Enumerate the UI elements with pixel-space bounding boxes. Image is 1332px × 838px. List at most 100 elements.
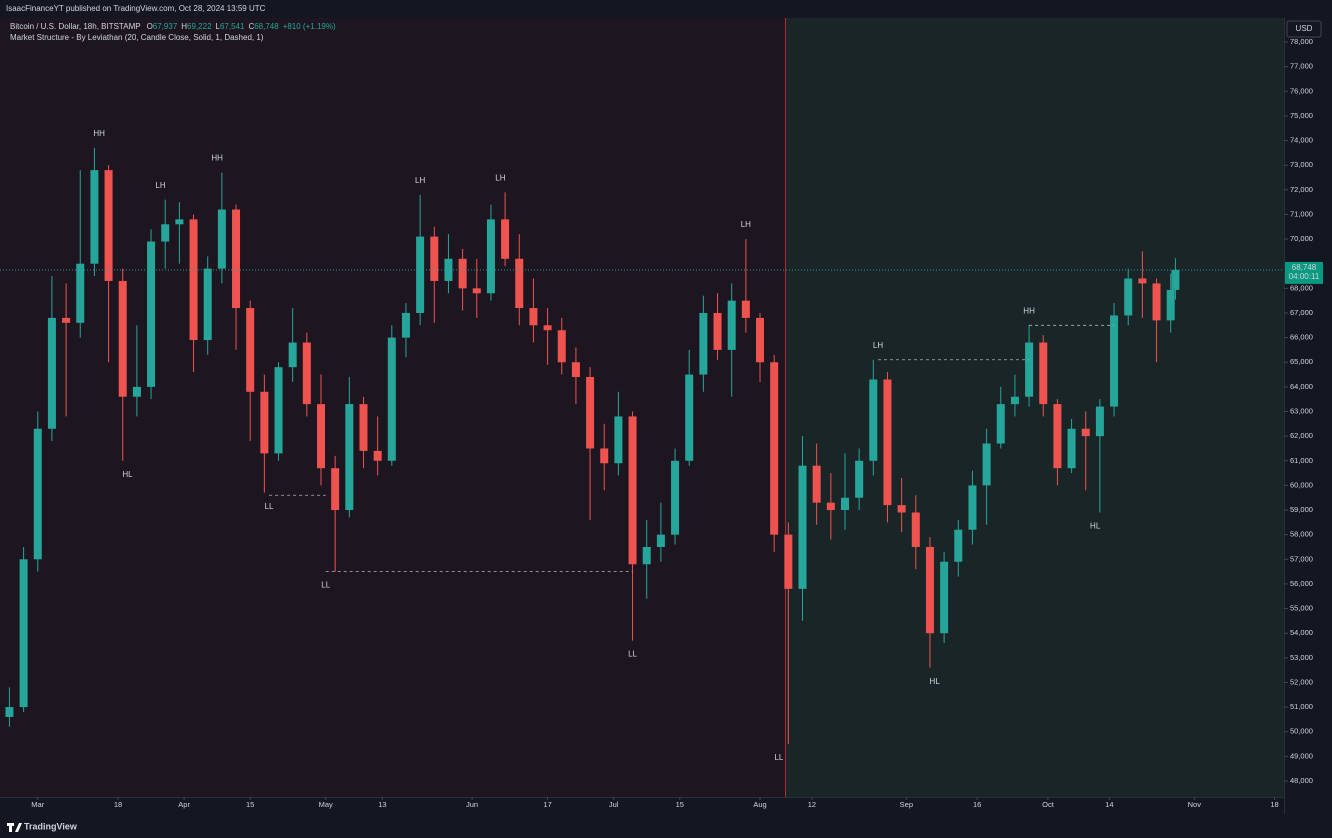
candle-body: [317, 404, 325, 469]
candle-body: [1171, 269, 1180, 290]
candle-body: [1053, 404, 1062, 469]
structure-label: HL: [930, 677, 941, 686]
x-tick-label: 15: [246, 800, 254, 809]
candle-body: [642, 546, 651, 565]
symbol: Bitcoin / U.S. Dollar, 18h, BITSTAMP: [10, 22, 141, 31]
footer: [0, 815, 1332, 838]
y-tick-label: 75,000: [1290, 111, 1313, 120]
candle-body: [727, 300, 736, 350]
ohlc-value: 69,222: [187, 22, 212, 31]
ohlc-value: 67,541: [220, 22, 245, 31]
structure-label: HL: [1090, 522, 1101, 531]
x-tick-label: Nov: [1188, 800, 1202, 809]
candle-body: [1095, 406, 1104, 437]
candle-body: [345, 404, 354, 511]
y-tick-label: 62,000: [1290, 431, 1313, 440]
y-tick-label: 55,000: [1290, 604, 1313, 613]
candle-body: [501, 219, 510, 259]
candle-body: [699, 312, 708, 375]
x-tick-label: 12: [808, 800, 816, 809]
x-tick-label: 16: [973, 800, 981, 809]
right-session: [785, 18, 1284, 797]
y-tick-label: 78,000: [1290, 37, 1313, 46]
candle-body: [203, 268, 212, 341]
y-tick-label: 56,000: [1290, 579, 1313, 588]
y-tick-label: 57,000: [1290, 554, 1313, 563]
candle-body: [812, 465, 821, 503]
structure-label: LH: [155, 181, 165, 190]
candle-body: [968, 485, 977, 530]
structure-label: LH: [415, 176, 425, 185]
structure-label: HH: [1023, 306, 1035, 315]
y-tick-label: 60,000: [1290, 480, 1313, 489]
x-tick-label: Apr: [178, 800, 190, 809]
candle-body: [614, 416, 623, 464]
last-price-label: 68,748: [1292, 263, 1317, 272]
candle-body: [826, 502, 835, 511]
y-tick-label: 74,000: [1290, 136, 1313, 145]
candle-body: [161, 224, 170, 242]
candle-body: [600, 448, 609, 464]
candle-body: [104, 170, 113, 281]
candle-body: [19, 559, 28, 708]
x-tick-label: 13: [378, 800, 386, 809]
candle-body: [90, 170, 99, 264]
candle-body: [76, 263, 85, 323]
logo: [7, 823, 22, 832]
candle-body: [472, 288, 481, 294]
y-tick-label: 59,000: [1290, 505, 1313, 514]
structure-label: LL: [265, 502, 274, 511]
candle-body: [302, 342, 311, 405]
y-tick-label: 71,000: [1290, 209, 1313, 218]
currency-box[interactable]: [1286, 20, 1322, 38]
x-tick-label: Jun: [466, 800, 478, 809]
structure-label: LL: [628, 650, 637, 659]
y-tick-label: 50,000: [1290, 727, 1313, 736]
y-tick-label: 73,000: [1290, 160, 1313, 169]
y-tick-label: 72,000: [1290, 185, 1313, 194]
ohlc-key: L: [216, 22, 221, 31]
symbol-legend: Bitcoin / U.S. Dollar, 18h, BITSTAMP O 67,…: [10, 22, 336, 31]
candle-body: [954, 529, 963, 562]
ohlc-value: 68,748: [254, 22, 279, 31]
candle-body: [1025, 342, 1034, 397]
candle-body: [189, 219, 198, 341]
candle-body: [147, 241, 156, 387]
y-tick-label: 77,000: [1290, 62, 1313, 71]
candle-body: [982, 443, 991, 486]
candle-body: [217, 209, 226, 269]
candle-body: [869, 379, 878, 461]
candle-body: [656, 534, 665, 547]
y-tick-label: 70,000: [1290, 234, 1313, 243]
x-tick-label: 14: [1105, 800, 1113, 809]
candle-body: [62, 317, 71, 323]
candle-body: [458, 258, 467, 289]
candle-body: [741, 300, 750, 318]
ohlc-key: O: [147, 22, 153, 31]
candle-body: [175, 219, 184, 225]
candle-body: [713, 312, 722, 350]
indicator: Market Structure - By Leviathan (20, Can…: [10, 33, 264, 42]
candle-body: [529, 308, 538, 326]
candle-body: [628, 416, 637, 565]
candle-body: [246, 308, 255, 392]
candle-body: [260, 391, 269, 454]
structure-label: LH: [495, 173, 505, 182]
candle-body: [5, 707, 14, 717]
candle-body: [996, 404, 1005, 444]
y-tick-label: 52,000: [1290, 677, 1313, 686]
candle-body: [1166, 289, 1175, 321]
candle-body: [586, 377, 595, 449]
x-tick-label: Aug: [753, 800, 766, 809]
structure-label: HH: [211, 154, 223, 163]
candle-body: [430, 236, 439, 281]
structure-label: LH: [741, 220, 751, 229]
candle-body: [1067, 428, 1076, 469]
candle-body: [33, 428, 42, 560]
candle-body: [557, 330, 566, 363]
structure-label: LL: [774, 753, 783, 762]
candle-body: [1138, 278, 1147, 284]
y-tick-label: 48,000: [1290, 776, 1313, 785]
candle-body: [331, 468, 340, 511]
